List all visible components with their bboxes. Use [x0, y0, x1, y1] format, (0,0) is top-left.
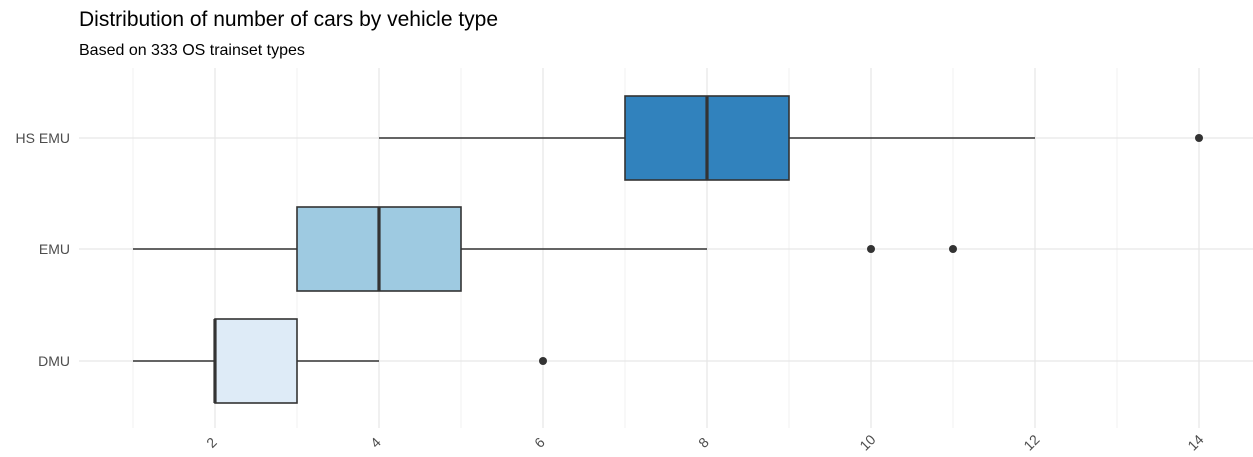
outlier-point [949, 245, 957, 253]
box-hs-emu [379, 95, 1203, 181]
box-iqr [214, 318, 298, 404]
boxplot-series [133, 95, 1203, 404]
outlier-point [1195, 134, 1203, 142]
box-dmu [133, 318, 547, 404]
y-tick-label: EMU [39, 241, 70, 257]
outlier-point [867, 245, 875, 253]
chart-subtitle: Based on 333 OS trainset types [79, 42, 305, 59]
y-tick-label: HS EMU [16, 130, 70, 146]
y-axis-labels: HS EMU EMU DMU [16, 130, 70, 369]
x-tick-label: 6 [531, 434, 548, 451]
x-tick-label: 12 [1020, 431, 1042, 453]
outlier-point [539, 357, 547, 365]
box-emu [133, 206, 957, 292]
chart-title: Distribution of number of cars by vehicl… [79, 8, 499, 31]
x-tick-label: 8 [695, 434, 712, 451]
x-tick-label: 10 [856, 431, 878, 453]
y-tick-label: DMU [38, 353, 70, 369]
x-tick-label: 2 [203, 434, 220, 451]
x-tick-label: 4 [367, 434, 384, 451]
x-tick-label: 14 [1184, 431, 1206, 453]
x-axis-labels: 2 4 6 8 10 12 14 [203, 431, 1207, 453]
